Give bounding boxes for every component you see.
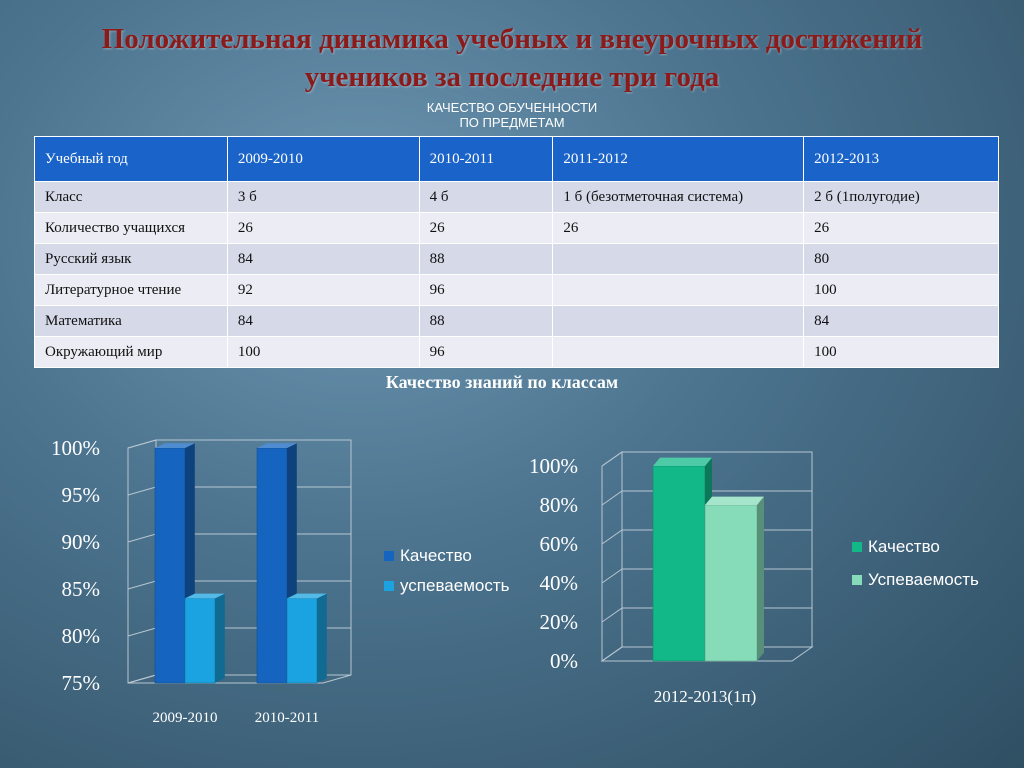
table-cell: Окружающий мир xyxy=(34,336,228,368)
bar-side xyxy=(317,593,327,683)
bar-side xyxy=(215,593,225,683)
y-tick-label: 90% xyxy=(62,530,101,554)
table-cell: Русский язык xyxy=(34,243,228,275)
bar xyxy=(256,447,288,684)
table-header-row: Учебный год 2009-2010 2010-2011 2011-201… xyxy=(34,136,999,182)
y-tick-label: 100% xyxy=(51,436,100,460)
chart-side-wall xyxy=(601,451,623,662)
table-cell: 92 xyxy=(226,274,420,306)
table-cell: 26 xyxy=(552,212,805,244)
table-cell: 88 xyxy=(418,305,554,337)
y-tick-label: 85% xyxy=(62,577,101,601)
y-tick-label: 20% xyxy=(540,610,579,634)
section-title: Качество знаний по классам xyxy=(385,372,619,392)
table-cell: 84 xyxy=(226,305,420,337)
table-cell: Математика xyxy=(34,305,228,337)
table-cell: 4 б xyxy=(418,181,554,213)
header-cell: 2012-2013 xyxy=(803,136,999,182)
table-cell: 2 б (1полугодие) xyxy=(803,181,999,213)
bar-top xyxy=(653,457,712,466)
table-subtitle: КАЧЕСТВО ОБУЧЕННОСТИ ПО ПРЕДМЕТАМ xyxy=(0,100,1024,130)
x-category-label: 2010-2011 xyxy=(255,710,319,726)
table-cell xyxy=(552,274,805,306)
legend-swatch xyxy=(384,551,394,561)
bar-top xyxy=(155,443,195,448)
table-cell: Класс xyxy=(34,181,228,213)
table-cell: 100 xyxy=(226,336,420,368)
table-cell: 88 xyxy=(418,243,554,275)
title-line-2: учеников за последние три года xyxy=(304,61,720,93)
y-tick-label: 100% xyxy=(529,454,578,478)
title-line-1: Положительная динамика учебных и внеуроч… xyxy=(101,23,923,55)
bar xyxy=(184,598,216,684)
y-tick-label: 80% xyxy=(540,493,579,517)
x-category-label: 2012-2013(1п) xyxy=(654,687,757,706)
bar-side xyxy=(757,496,764,661)
bar-top xyxy=(185,593,225,599)
grades-table: Учебный год 2009-2010 2010-2011 2011-201… xyxy=(34,136,999,368)
bar xyxy=(154,447,186,684)
legend-label: Качество xyxy=(400,546,472,565)
header-cell: 2010-2011 xyxy=(418,136,554,182)
legend-swatch xyxy=(852,575,862,585)
table-cell xyxy=(552,305,805,337)
subtitle-line-2: ПО ПРЕДМЕТАМ xyxy=(459,115,565,130)
legend-label: Успеваемость xyxy=(868,570,979,589)
table-row: Русский язык 84 88 80 xyxy=(34,243,999,275)
table-cell: 1 б (безотметочная система) xyxy=(552,181,805,213)
page-title: Положительная динамика учебных и внеуроч… xyxy=(0,20,1024,96)
bar xyxy=(286,598,318,684)
bar-top xyxy=(257,443,297,448)
table-cell: 96 xyxy=(418,336,554,368)
table-cell: 80 xyxy=(803,243,999,275)
legend-label: Качество xyxy=(868,537,940,556)
chart-side-wall xyxy=(127,439,157,684)
table-cell: 84 xyxy=(803,305,999,337)
table-cell: 3 б xyxy=(226,181,420,213)
bar xyxy=(704,504,758,662)
grid-line xyxy=(601,490,812,506)
bar-top xyxy=(287,593,327,599)
table-cell: 26 xyxy=(803,212,999,244)
legend-swatch xyxy=(852,542,862,552)
x-category-label: 2009-2010 xyxy=(153,710,218,726)
y-tick-label: 95% xyxy=(62,483,101,507)
grid-line xyxy=(127,439,351,449)
table-cell: 26 xyxy=(226,212,420,244)
y-tick-label: 75% xyxy=(62,671,101,695)
table-cell: 84 xyxy=(226,243,420,275)
table-cell: 26 xyxy=(418,212,554,244)
y-tick-label: 40% xyxy=(540,571,579,595)
table-cell: Литературное чтение xyxy=(34,274,228,306)
header-cell: 2011-2012 xyxy=(552,136,805,182)
y-tick-label: 60% xyxy=(540,532,579,556)
table-row: Окружающий мир 100 96 100 xyxy=(34,336,999,368)
subtitle-line-1: КАЧЕСТВО ОБУЧЕННОСТИ xyxy=(426,100,598,115)
legend-label: успеваемость xyxy=(400,576,510,595)
legend-swatch xyxy=(384,581,394,591)
table-row: Литературное чтение 92 96 100 xyxy=(34,274,999,306)
table-cell xyxy=(552,336,805,368)
table-row: Класс 3 б 4 б 1 б (безотметочная система… xyxy=(34,181,999,213)
header-cell: 2009-2010 xyxy=(226,136,420,182)
y-tick-label: 0% xyxy=(550,649,578,673)
grid-line xyxy=(601,451,812,467)
bar xyxy=(652,465,706,662)
table-row: Математика 84 88 84 xyxy=(34,305,999,337)
table-cell xyxy=(552,243,805,275)
header-cell: Учебный год xyxy=(34,136,228,182)
y-tick-label: 80% xyxy=(62,624,101,648)
table-cell: 96 xyxy=(418,274,554,306)
bar-top xyxy=(705,496,764,505)
table-cell: 100 xyxy=(803,336,999,368)
